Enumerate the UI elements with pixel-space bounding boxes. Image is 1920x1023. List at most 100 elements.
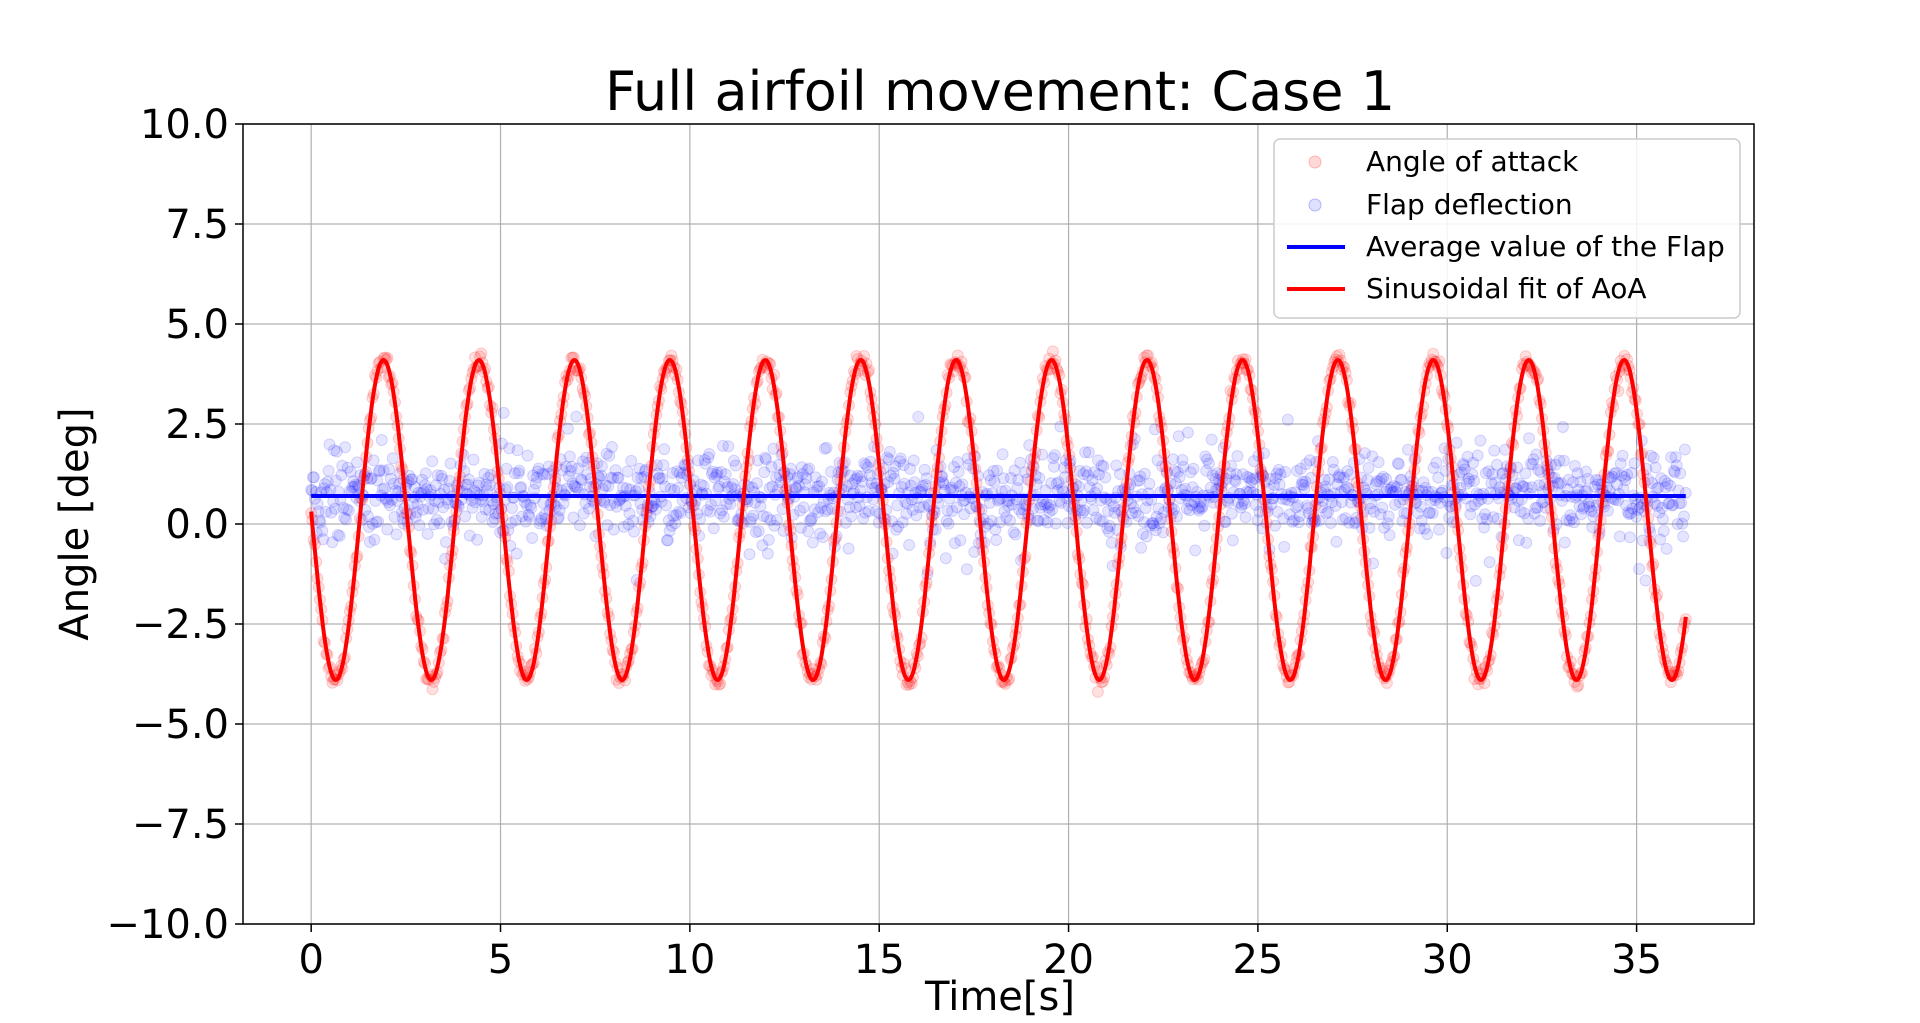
point-flap-deflection: [466, 501, 479, 514]
point-flap-deflection: [1658, 474, 1671, 487]
point-flap-deflection: [1238, 497, 1251, 510]
point-flap-deflection: [1615, 469, 1628, 482]
point-flap-deflection: [752, 525, 765, 538]
point-flap-deflection: [1293, 510, 1306, 523]
point-flap-deflection: [1000, 511, 1013, 524]
point-flap-deflection: [463, 529, 476, 542]
point-flap-deflection: [849, 474, 861, 486]
point-flap-deflection: [1508, 501, 1521, 514]
point-flap-deflection: [1283, 508, 1296, 521]
point-flap-deflection: [1048, 460, 1060, 473]
point-flap-deflection: [440, 536, 452, 549]
point-flap-deflection: [820, 441, 833, 454]
point-flap-deflection: [384, 499, 396, 512]
point-flap-deflection: [661, 534, 674, 547]
point-flap-deflection: [1490, 458, 1503, 471]
point-flap-deflection: [987, 465, 1000, 477]
point-flap-deflection: [1624, 507, 1637, 520]
point-flap-deflection: [1414, 500, 1427, 513]
point-flap-deflection: [1300, 458, 1313, 470]
point-flap-deflection: [1513, 477, 1526, 490]
point-flap-deflection: [600, 447, 613, 460]
point-flap-deflection: [756, 539, 769, 552]
point-flap-deflection: [427, 502, 440, 515]
point-flap-deflection: [1664, 479, 1677, 492]
point-flap-deflection: [917, 500, 930, 513]
point-flap-deflection: [381, 523, 394, 536]
point-flap-deflection: [335, 469, 348, 481]
point-flap-deflection: [1290, 501, 1303, 514]
point-flap-deflection: [1568, 516, 1580, 529]
y-axis-label: Angle [deg]: [52, 407, 98, 640]
point-flap-deflection: [1009, 528, 1022, 541]
point-flap-deflection: [1014, 456, 1027, 469]
point-flap-deflection: [942, 517, 955, 530]
point-flap-deflection: [1319, 480, 1332, 493]
point-flap-deflection: [571, 481, 584, 494]
point-flap-deflection: [894, 452, 907, 465]
point-flap-deflection: [656, 472, 669, 485]
point-flap-deflection: [314, 516, 327, 529]
line-layer: [309, 358, 1688, 682]
point-flap-deflection: [968, 546, 981, 558]
point-flap-deflection: [1395, 473, 1408, 486]
point-flap-deflection: [483, 504, 496, 517]
point-flap-deflection: [1432, 471, 1445, 484]
point-flap-deflection: [1341, 465, 1354, 478]
point-flap-deflection: [362, 510, 374, 523]
point-flap-deflection: [791, 472, 804, 485]
point-flap-deflection: [1575, 508, 1588, 521]
point-flap-deflection: [406, 473, 418, 486]
point-flap-deflection: [1487, 511, 1500, 524]
y-tick-label: 0.0: [165, 502, 229, 548]
point-flap-deflection: [377, 464, 390, 477]
point-flap-deflection: [1478, 521, 1491, 534]
point-flap-deflection: [1236, 498, 1248, 511]
point-flap-deflection: [1288, 514, 1301, 527]
point-flap-deflection: [751, 454, 764, 467]
point-flap-deflection: [825, 465, 838, 478]
point-flap-deflection: [956, 478, 969, 491]
point-flap-deflection: [1073, 464, 1086, 477]
point-flap-deflection: [795, 461, 808, 474]
point-flap-deflection: [1618, 471, 1631, 483]
point-flap-deflection: [670, 509, 683, 522]
point-flap-deflection: [1052, 476, 1065, 489]
point-flap-deflection: [601, 519, 614, 532]
point-flap-deflection: [386, 452, 399, 465]
point-flap-deflection: [575, 474, 588, 487]
point-flap-deflection: [430, 514, 443, 526]
point-flap-deflection: [444, 457, 457, 470]
point-flap-deflection: [1149, 524, 1162, 537]
point-flap-deflection: [307, 471, 319, 484]
point-flap-deflection: [749, 526, 762, 539]
point-flap-deflection: [1364, 502, 1377, 515]
point-flap-deflection: [1564, 509, 1577, 522]
point-flap-deflection: [413, 519, 426, 532]
legend-label-average-flap: Average value of the Flap: [1366, 230, 1725, 263]
point-flap-deflection: [900, 507, 913, 520]
point-flap-deflection: [1108, 506, 1121, 519]
point-flap-deflection: [1269, 519, 1281, 532]
point-flap-deflection: [804, 514, 816, 527]
y-axis: 10.0 7.5 5.0 2.5 0.0 −2.5 −5.0 −7.5 −10.0: [106, 102, 243, 948]
point-flap-deflection: [1630, 510, 1643, 523]
point-flap-deflection: [1137, 516, 1150, 529]
point-flap-deflection: [1297, 479, 1310, 491]
point-flap-deflection: [1525, 481, 1538, 494]
point-flap-deflection: [1331, 478, 1344, 491]
point-flap-deflection: [1295, 478, 1308, 491]
point-flap-deflection: [564, 465, 577, 477]
point-flap-deflection: [1102, 505, 1115, 518]
point-flap-deflection: [764, 514, 777, 527]
point-flap-deflection: [1186, 481, 1199, 494]
point-flap-deflection: [1144, 519, 1157, 532]
point-flap-deflection: [1675, 497, 1688, 509]
point-flap-deflection: [858, 457, 871, 470]
point-flap-deflection: [346, 481, 359, 494]
point-flap-deflection: [387, 477, 400, 490]
point-flap-deflection: [746, 481, 759, 494]
point-flap-deflection: [818, 442, 831, 455]
point-flap-deflection: [843, 501, 856, 514]
point-flap-deflection: [743, 548, 756, 561]
